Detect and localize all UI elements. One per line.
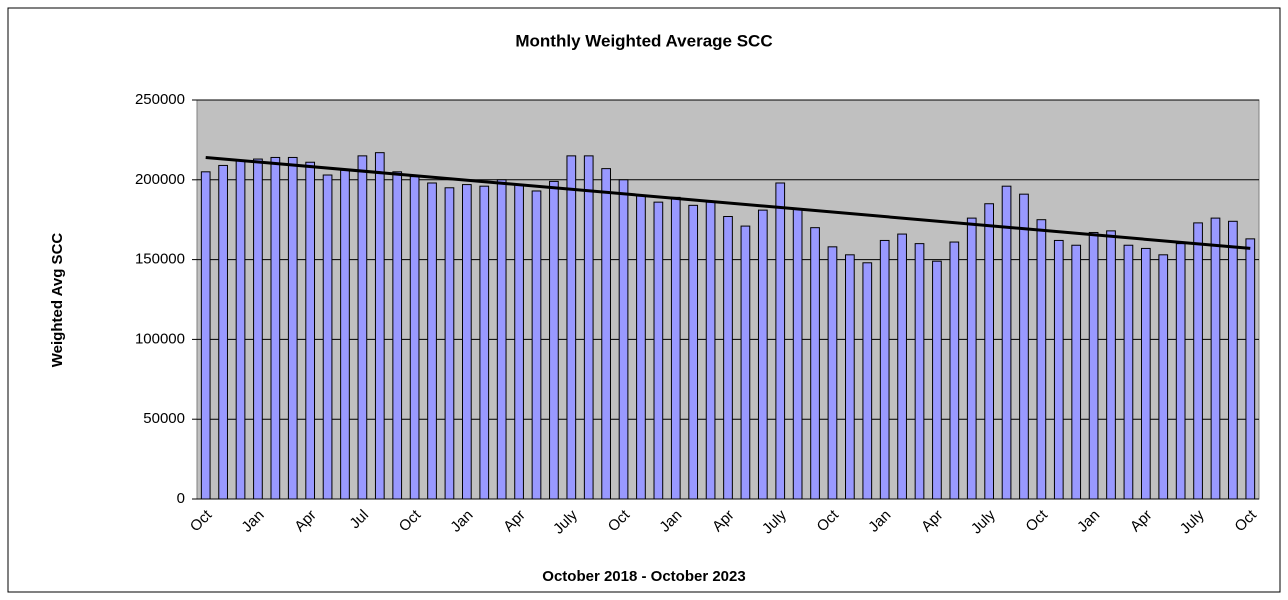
bar: [1019, 193, 1029, 500]
bar: [549, 180, 559, 500]
bar: [479, 185, 490, 500]
bar: [1001, 185, 1012, 500]
bar: [914, 243, 925, 500]
x-axis-title: October 2018 - October 2023: [542, 568, 745, 585]
bar: [932, 260, 942, 500]
bar: [827, 246, 838, 500]
y-tick-label: 200000: [135, 171, 185, 188]
bar: [845, 254, 855, 500]
bar: [1036, 219, 1047, 500]
bar: [427, 182, 437, 500]
bar: [670, 196, 681, 500]
bar: [270, 156, 281, 500]
bar: [322, 174, 333, 500]
bar: [1210, 217, 1221, 500]
chart-title: Monthly Weighted Average SCC: [515, 31, 772, 50]
bar: [305, 161, 316, 500]
y-tick-label: 100000: [135, 330, 185, 347]
bar: [618, 179, 629, 500]
bar: [374, 152, 385, 500]
bar: [287, 156, 298, 500]
y-tick-label: 250000: [135, 91, 185, 108]
bar: [235, 160, 246, 500]
bar: [879, 239, 890, 500]
bar: [1228, 220, 1238, 500]
bar: [514, 184, 524, 500]
y-tick-label: 150000: [135, 251, 185, 268]
y-axis-title: Weighted Avg SCC: [49, 233, 66, 368]
bar: [200, 171, 211, 500]
bar: [949, 241, 960, 500]
bar: [357, 155, 368, 500]
bar: [1140, 247, 1151, 500]
bar: [444, 187, 455, 500]
bar: [1245, 238, 1256, 500]
bar: [218, 164, 228, 500]
bar: [897, 233, 907, 500]
bar: [862, 262, 873, 500]
bar: [636, 195, 646, 500]
bar: [531, 190, 542, 500]
bar: [1071, 244, 1082, 500]
bar: [1088, 231, 1099, 500]
bar: [1106, 230, 1116, 500]
bar: [723, 216, 733, 500]
bar: [409, 176, 420, 500]
bar: [688, 204, 699, 500]
bar: [810, 227, 820, 500]
bar: [775, 182, 786, 500]
bar: [601, 168, 611, 500]
bar: [1158, 254, 1169, 500]
bar: [984, 203, 995, 500]
y-tick-label: 50000: [143, 410, 185, 427]
bar: [462, 184, 472, 500]
bar: [1175, 243, 1186, 500]
bar: [583, 155, 594, 500]
bar: [792, 208, 803, 500]
bar: [566, 155, 577, 500]
bar: [705, 201, 716, 500]
bar: [1193, 222, 1203, 500]
bar: [1123, 244, 1134, 500]
bar: [1053, 239, 1064, 500]
bar: [253, 158, 263, 500]
bar: [392, 171, 403, 500]
bar: [340, 169, 350, 500]
bar: [966, 217, 977, 500]
bar: [740, 225, 751, 500]
bar: [496, 179, 507, 500]
trend-line: [205, 155, 1251, 250]
bar: [757, 209, 768, 500]
bar: [653, 201, 664, 500]
y-tick-label: 0: [177, 490, 185, 507]
